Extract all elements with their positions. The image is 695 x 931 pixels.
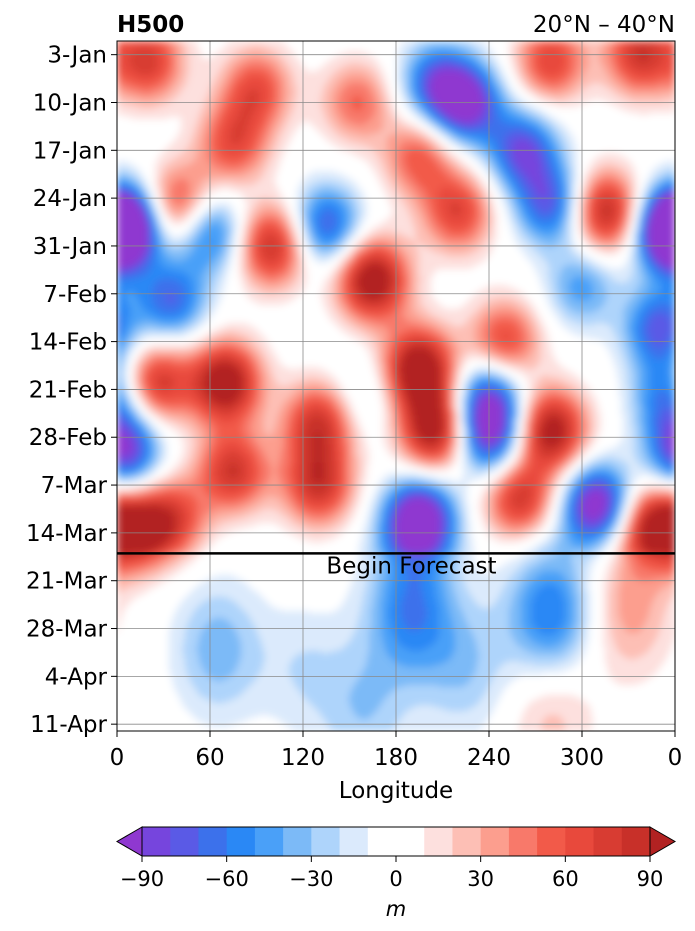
y-tick-label-28-Feb: 28-Feb bbox=[29, 425, 107, 451]
y-tick-label-7-Feb: 7-Feb bbox=[43, 282, 107, 308]
colorbar-segment--50 bbox=[254, 827, 284, 856]
colorbar-segment--70 bbox=[198, 827, 228, 856]
colorbar-tick-label--30: −30 bbox=[289, 867, 333, 891]
forecast-label: Begin Forecast bbox=[326, 553, 496, 579]
colorbar-segment-40 bbox=[508, 827, 538, 856]
chart-title-left: H500 bbox=[117, 12, 184, 38]
y-tick-label-3-Jan: 3-Jan bbox=[47, 43, 107, 69]
y-tick-label-21-Mar: 21-Mar bbox=[26, 569, 108, 595]
colorbar-segment--30 bbox=[311, 827, 341, 856]
x-tick-label-180: 180 bbox=[374, 745, 418, 771]
colorbar-segment--90 bbox=[142, 827, 171, 856]
y-tick-label-28-Mar: 28-Mar bbox=[26, 617, 108, 643]
y-tick-label-11-Apr: 11-Apr bbox=[30, 712, 107, 738]
colorbar-segment--10 bbox=[367, 827, 425, 856]
x-tick-label-360: 0 bbox=[668, 745, 683, 771]
x-tick-label-240: 240 bbox=[467, 745, 511, 771]
y-tick-label-14-Feb: 14-Feb bbox=[29, 330, 107, 356]
y-tick-label-17-Jan: 17-Jan bbox=[33, 138, 107, 164]
colorbar-tick-label-0: 0 bbox=[389, 867, 402, 891]
colorbar-tick-label-30: 30 bbox=[467, 867, 494, 891]
x-axis: 0 60 120 180 240 300 0 bbox=[110, 731, 683, 771]
y-tick-label-31-Jan: 31-Jan bbox=[33, 234, 107, 260]
chart-title-right: 20°N – 40°N bbox=[533, 12, 675, 38]
y-tick-label-7-Mar: 7-Mar bbox=[41, 473, 108, 499]
x-axis-label: Longitude bbox=[339, 778, 453, 804]
y-tick-label-4-Apr: 4-Apr bbox=[45, 664, 108, 690]
x-tick-label-60: 60 bbox=[195, 745, 224, 771]
x-tick-label-300: 300 bbox=[560, 745, 604, 771]
colorbar-segment--20 bbox=[339, 827, 369, 856]
colorbar-segment-30 bbox=[480, 827, 510, 856]
colorbar-tick-label--60: −60 bbox=[205, 867, 249, 891]
colorbar-tick-label--90: −90 bbox=[120, 867, 164, 891]
y-axis: 3-Jan 10-Jan 17-Jan 24-Jan 31-Jan 7-Feb 14-Feb… bbox=[26, 43, 117, 738]
colorbar-segment--60 bbox=[226, 827, 256, 856]
colorbar-segment-50 bbox=[537, 827, 566, 856]
y-tick-label-24-Jan: 24-Jan bbox=[33, 186, 107, 212]
y-tick-label-21-Feb: 21-Feb bbox=[29, 377, 107, 403]
grid-lines bbox=[117, 41, 675, 731]
colorbar-segment--80 bbox=[170, 827, 200, 856]
y-tick-label-14-Mar: 14-Mar bbox=[26, 521, 108, 547]
colorbar-extend-low bbox=[116, 826, 143, 857]
colorbar-extend-high bbox=[649, 826, 676, 857]
x-tick-label-120: 120 bbox=[281, 745, 325, 771]
colorbar-tick-label-60: 60 bbox=[552, 867, 579, 891]
colorbar-segment-70 bbox=[593, 827, 623, 856]
y-tick-label-10-Jan: 10-Jan bbox=[33, 90, 107, 116]
colorbar-segment-60 bbox=[565, 827, 595, 856]
colorbar-tick-label-90: 90 bbox=[637, 867, 664, 891]
colorbar-segment--40 bbox=[283, 827, 312, 856]
colorbar-segment-80 bbox=[621, 827, 651, 856]
colorbar-segment-10 bbox=[424, 827, 454, 856]
colorbar-segment-20 bbox=[452, 827, 482, 856]
colorbar-label: m bbox=[386, 897, 406, 921]
colorbar: −90 −60 −30 0 30 60 90 bbox=[116, 826, 676, 891]
x-tick-label-0: 0 bbox=[110, 745, 125, 771]
